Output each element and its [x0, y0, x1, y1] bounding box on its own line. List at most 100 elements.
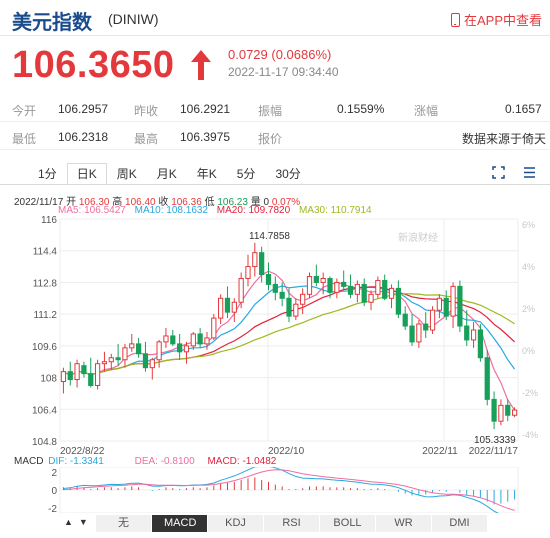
- pct-axis-labels: 6% 4% 2% 0% -2% -4%: [522, 220, 538, 440]
- close-info-value: 106.36: [171, 197, 202, 208]
- open-value: 106.2957: [58, 102, 109, 116]
- candle-body: [252, 252, 258, 268]
- candle-body: [477, 329, 484, 359]
- candle-body: [177, 343, 183, 353]
- pct-tick-label: -4%: [522, 430, 538, 440]
- macd-tick-label: 0: [51, 486, 57, 497]
- candle-body: [334, 281, 340, 293]
- pct-tick-label: -2%: [522, 388, 538, 398]
- tab-5min[interactable]: 5分: [236, 167, 256, 181]
- candle-body: [429, 309, 436, 331]
- fullscreen-icon[interactable]: [492, 166, 505, 179]
- stats-table: 今开 106.2957 昨收 106.2921 振幅 0.1559% 涨幅 0.…: [0, 94, 550, 150]
- tab-30min[interactable]: 30分: [275, 167, 301, 181]
- macd-chart: 2 0 -2: [48, 467, 519, 513]
- candle-body: [142, 353, 149, 369]
- tab-monthly-k[interactable]: 月K: [156, 167, 177, 181]
- candle-body: [375, 279, 381, 295]
- settings-icon[interactable]: [523, 166, 536, 179]
- candle-body: [149, 359, 155, 369]
- open-info-label: 开: [66, 197, 77, 208]
- tab-kdj[interactable]: KDJ: [208, 515, 264, 532]
- tab-none[interactable]: 无: [96, 515, 152, 532]
- candle-body: [108, 357, 114, 363]
- amplitude-value: 0.1559%: [337, 102, 385, 116]
- candle-body: [293, 303, 299, 317]
- tab-dmi[interactable]: DMI: [432, 515, 488, 532]
- candle-body: [409, 325, 415, 343]
- price-change: 0.0729 (0.0686%): [228, 47, 332, 62]
- x-tick-label: 2022/10: [268, 446, 305, 457]
- high-info-label: 高: [112, 197, 123, 208]
- pct-tick-label: 6%: [522, 220, 535, 230]
- tab-wr[interactable]: WR: [376, 515, 432, 532]
- rise-value: 0.1657: [505, 102, 542, 116]
- high-value: 106.3975: [180, 130, 231, 144]
- candle-body: [464, 325, 470, 341]
- candle-body: [382, 279, 388, 299]
- candle-body: [361, 283, 367, 303]
- candle-body: [259, 252, 265, 276]
- candle-info: 2022/11/17 开 106.30 高 106.40 收 106.36 低 …: [14, 193, 300, 208]
- candle-body: [60, 371, 67, 383]
- candle-body: [183, 345, 190, 353]
- open-label: 今开: [12, 104, 37, 118]
- scroll-left-icon[interactable]: ▲: [64, 517, 73, 527]
- y-tick-label: 114.4: [33, 247, 58, 258]
- macd-lines: [63, 467, 515, 513]
- open-in-app-link[interactable]: 在APP中查看: [450, 10, 542, 29]
- data-source: 数据来源于倚天: [462, 132, 547, 146]
- ma20-label: MA20: 109.7820: [216, 205, 291, 216]
- candle-body: [218, 297, 224, 319]
- low-label: 最低: [12, 132, 37, 146]
- watermark: 新浪财经: [398, 231, 438, 244]
- dif-label: DIF: -1.3341: [48, 456, 104, 467]
- stats-row: 今开 106.2957 昨收 106.2921 振幅 0.1559% 涨幅 0.…: [0, 94, 550, 122]
- candle-body: [484, 357, 490, 400]
- high-label: 最高: [134, 132, 159, 146]
- candle-body: [170, 335, 176, 345]
- candle-body: [81, 365, 87, 375]
- tab-weekly-k[interactable]: 周K: [116, 167, 137, 181]
- candle-body: [67, 371, 73, 381]
- x-tick-label: 2022/11/17: [469, 446, 519, 457]
- macd-axis-labels: 2 0 -2: [48, 468, 57, 513]
- macd-info: MACD DIF: -1.3341 DEA: -0.8100 MACD: -1.…: [14, 456, 276, 467]
- candle-body: [354, 283, 360, 295]
- prev-close-label: 昨收: [134, 104, 159, 118]
- candle-body: [443, 297, 449, 317]
- candle-body: [402, 313, 408, 327]
- pct-tick-label: 4%: [522, 262, 535, 272]
- macd-tick-label: -2: [48, 504, 57, 513]
- stats-row: 最低 106.2318 最高 106.3975 报价 数据来源于倚天: [0, 122, 550, 150]
- low-value-label: 105.3339: [474, 435, 516, 446]
- tab-macd[interactable]: MACD: [152, 515, 208, 532]
- pct-tick-label: 0%: [522, 346, 535, 356]
- candle-body: [320, 277, 326, 283]
- candle-body: [368, 293, 374, 303]
- tab-rsi[interactable]: RSI: [264, 515, 320, 532]
- candle-body: [88, 373, 94, 387]
- candle-body: [470, 329, 477, 341]
- tab-1min[interactable]: 1分: [38, 167, 57, 181]
- candle-body: [265, 274, 272, 285]
- candle-body: [511, 409, 518, 416]
- timestamp: 2022-11-17 09:34:40: [228, 65, 339, 79]
- candle-body: [245, 266, 251, 279]
- x-tick-label: 2022/8/22: [60, 446, 105, 457]
- candle-body: [505, 404, 511, 416]
- ma5-label: MA5: 106.5427: [58, 205, 126, 216]
- tab-yearly-k[interactable]: 年K: [196, 167, 217, 181]
- low-info-value: 106.23: [217, 197, 248, 208]
- candle-body: [491, 398, 497, 422]
- prev-close-value: 106.2921: [180, 102, 231, 116]
- tab-boll[interactable]: BOLL: [320, 515, 376, 532]
- candles: [60, 242, 518, 430]
- candle-body: [279, 291, 285, 299]
- scroll-right-icon[interactable]: ▼: [78, 517, 88, 527]
- tab-daily-k[interactable]: 日K: [66, 163, 107, 185]
- candlestick-chart[interactable]: 116 114.4 112.8 111.2 109.6 108 106.4 104.8 6% 4…: [0, 213, 550, 461]
- candle-body: [395, 287, 401, 315]
- candle-body: [457, 285, 463, 327]
- candle-body: [122, 347, 128, 361]
